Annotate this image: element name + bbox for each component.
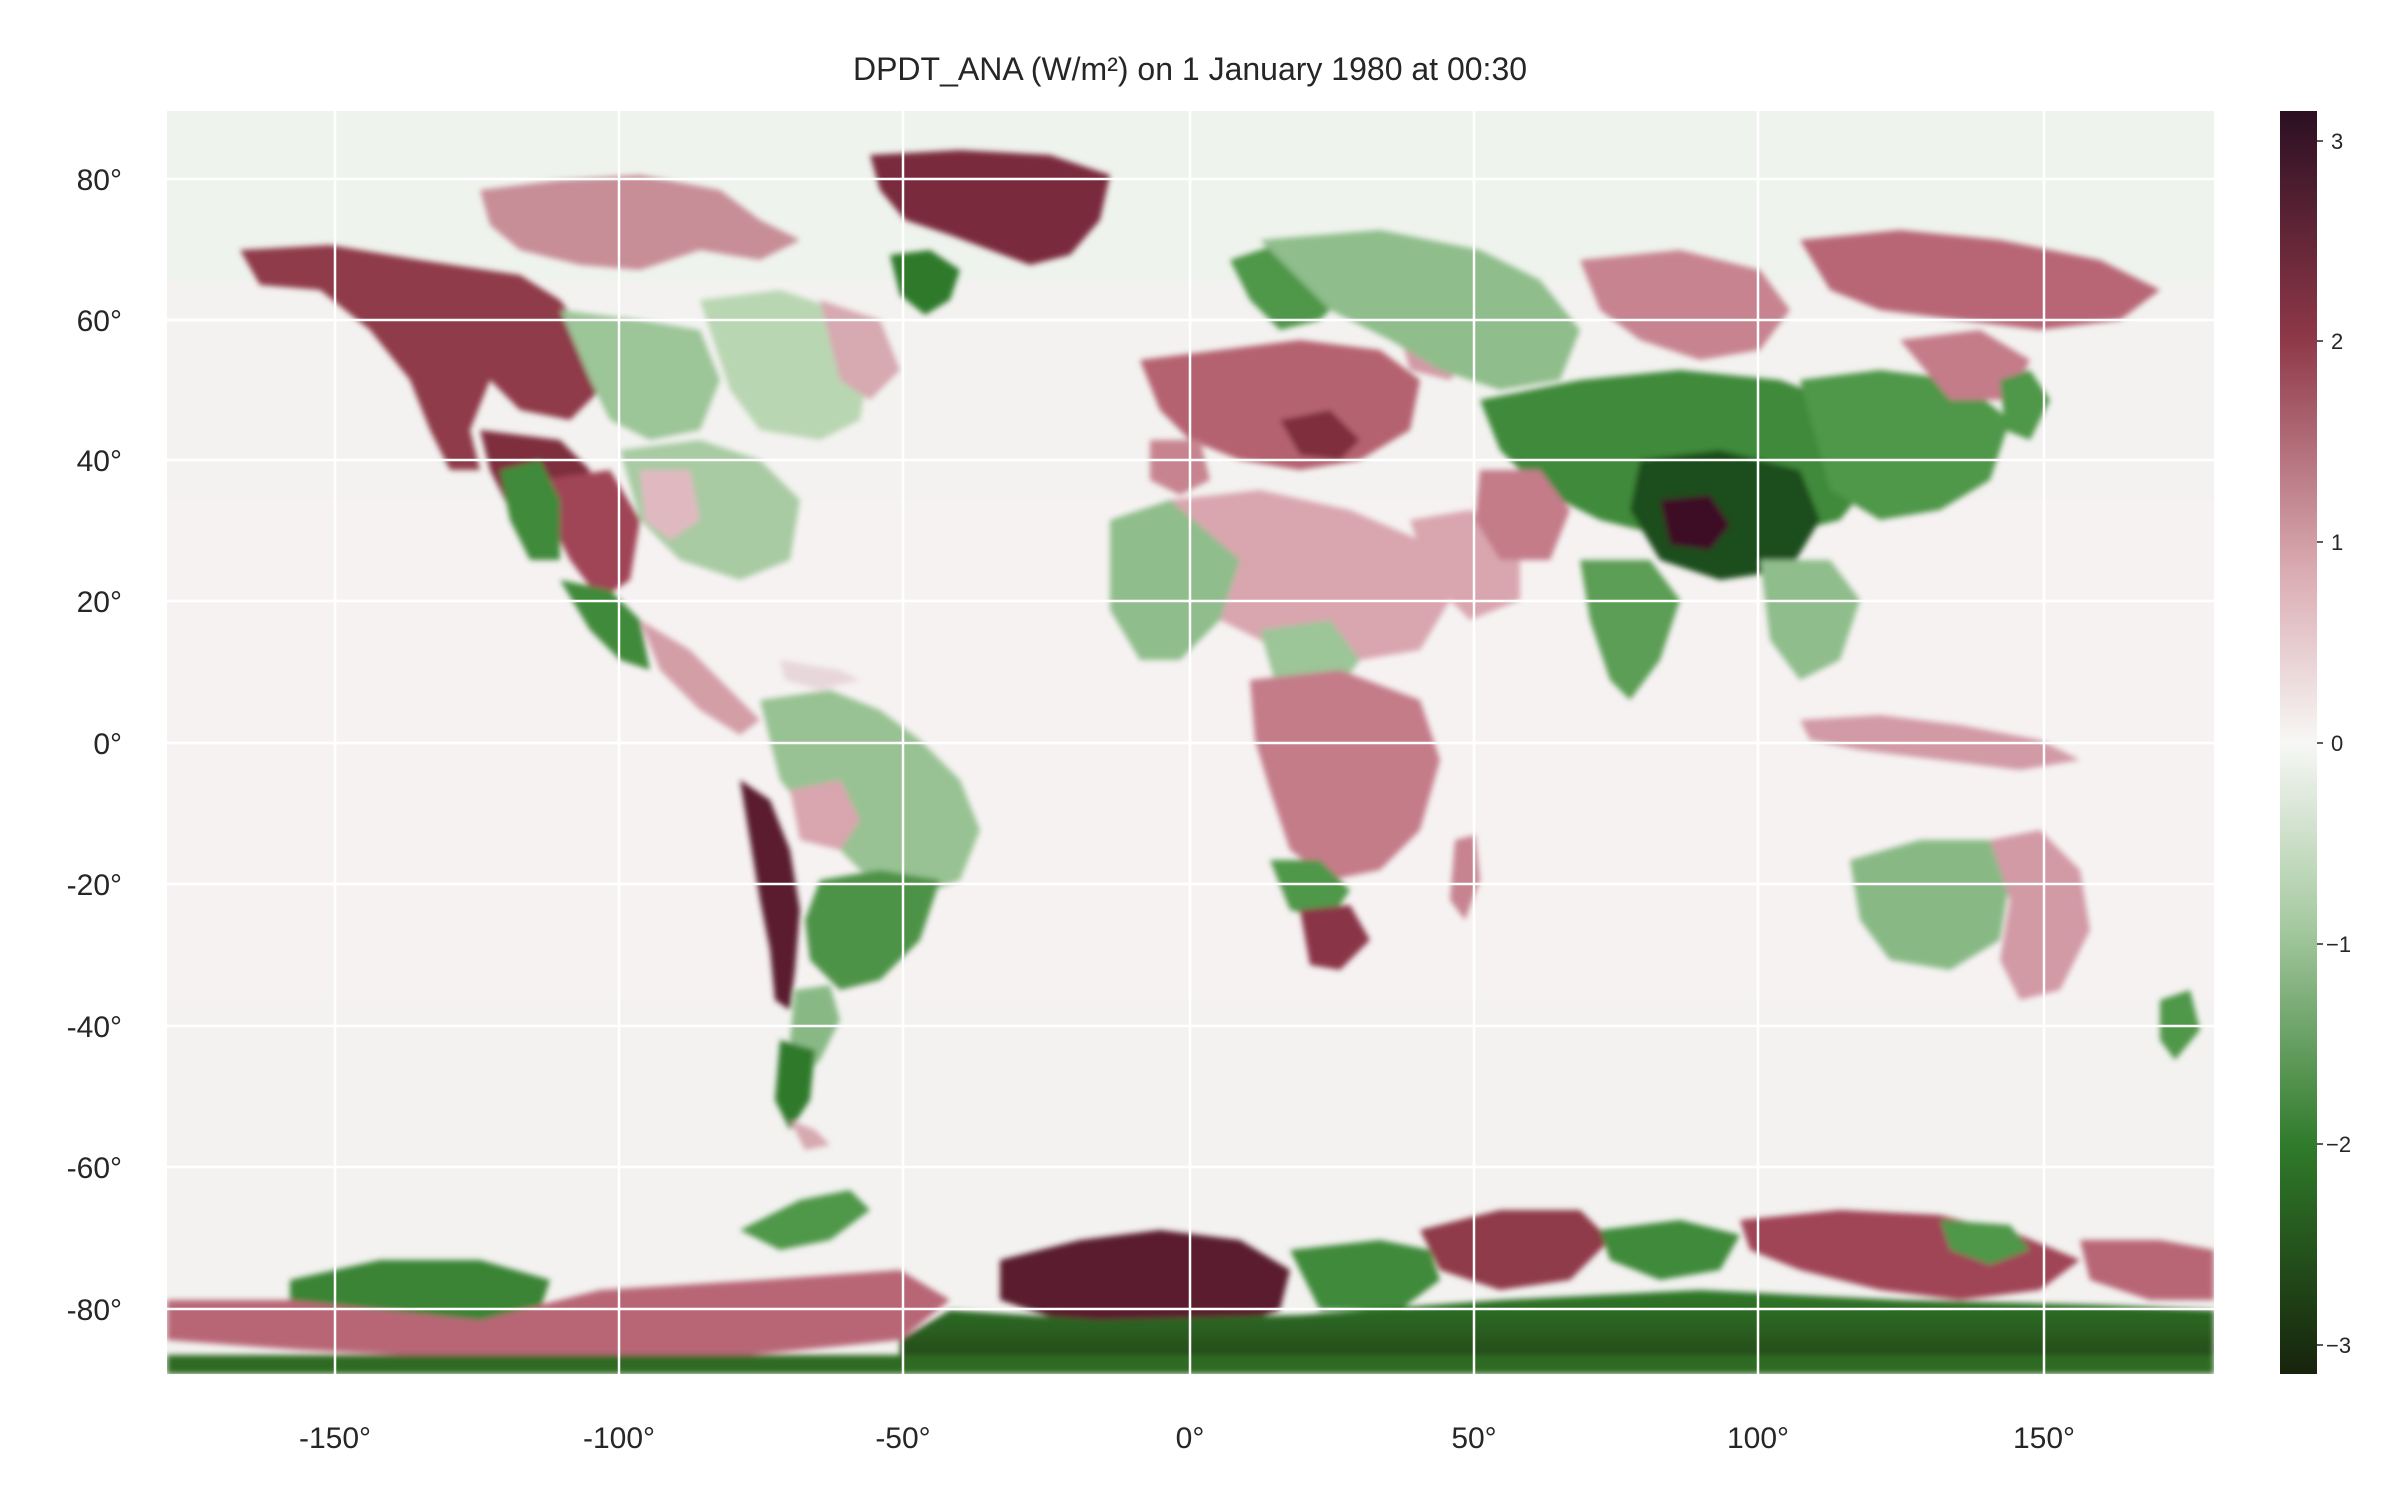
- colorbar-tick-label: 3: [2331, 129, 2343, 154]
- region-us-southwest: [540, 470, 640, 600]
- colorbar-gradient: [2280, 111, 2317, 1374]
- region-south-africa-tip: [1300, 905, 1370, 970]
- colorbar: 3 2 1 0 −1 −2 −3: [2280, 111, 2351, 1374]
- region-kalahari-green: [1270, 860, 1350, 920]
- y-tick-label: 60°: [77, 305, 122, 338]
- region-australia-east: [1990, 830, 2090, 1000]
- colorbar-tick-label: 0: [2331, 731, 2343, 756]
- region-tibet: [1660, 495, 1730, 550]
- region-australia-west: [1850, 840, 2010, 970]
- region-mexico-sierra: [560, 580, 650, 670]
- region-caribbean: [780, 660, 860, 690]
- region-quebec: [820, 300, 900, 400]
- land-fields: [167, 150, 2214, 1374]
- colorbar-tick-label: 1: [2331, 530, 2343, 555]
- region-great-plains-pink: [640, 470, 700, 540]
- x-tick-label: -50°: [875, 1422, 930, 1455]
- region-brazil-south: [805, 870, 940, 990]
- region-siberia-west: [1260, 230, 1580, 390]
- gridlines: [167, 111, 2214, 1374]
- x-tick-label: -150°: [299, 1422, 371, 1455]
- region-canadian-prairies: [560, 310, 720, 440]
- y-tick-label: 80°: [77, 164, 122, 197]
- region-tibet-surround: [1630, 450, 1820, 580]
- region-tierra-del-fuego: [790, 1120, 830, 1150]
- region-antarctica-amery-green: [1600, 1220, 1740, 1280]
- region-antarctica-east: [1000, 1230, 1290, 1330]
- region-alps-balkans: [1280, 410, 1360, 460]
- region-antarctic-peninsula: [740, 1190, 870, 1250]
- region-sahara: [1170, 490, 1450, 660]
- region-siberia-pink: [1580, 250, 1790, 360]
- region-antarctica-west: [167, 1270, 950, 1360]
- y-tick-label: 0°: [93, 728, 122, 761]
- y-tick-label: -80°: [67, 1294, 122, 1327]
- region-antarctica-enderby: [1420, 1210, 1610, 1290]
- region-antarctica-victoria: [2080, 1240, 2214, 1300]
- region-japan: [2000, 370, 2050, 440]
- x-axis-ticks: -150° -100° -50° 0° 50° 100° 150°: [299, 1422, 2075, 1455]
- chart-title: DPDT_ANA (W/m²) on 1 January 1980 at 00:…: [853, 51, 1527, 87]
- region-india: [1580, 560, 1680, 700]
- region-east-siberia: [1800, 230, 2160, 330]
- y-axis-ticks: 80° 60° 40° 20° 0° -20° -40° -60° -80°: [67, 164, 122, 1327]
- y-tick-label: -60°: [67, 1152, 122, 1185]
- region-greenland-south: [890, 250, 960, 315]
- region-canadian-arctic: [480, 175, 800, 270]
- region-central-america: [640, 620, 760, 735]
- region-southeast-asia: [1760, 560, 1860, 680]
- region-manchuria-pink: [1900, 330, 2030, 400]
- region-brazil-highlands-pink: [790, 780, 860, 850]
- x-tick-label: 100°: [1727, 1422, 1789, 1455]
- region-iberia: [1150, 440, 1210, 495]
- x-tick-label: 150°: [2013, 1422, 2075, 1455]
- x-tick-label: 50°: [1451, 1422, 1496, 1455]
- region-andes: [740, 780, 800, 1010]
- y-tick-label: 20°: [77, 586, 122, 619]
- y-tick-label: -20°: [67, 869, 122, 902]
- map-plot-area: [167, 111, 2214, 1374]
- colorbar-tick-label: −2: [2326, 1132, 2351, 1157]
- region-antarctica-interior: [900, 1290, 2214, 1374]
- colorbar-tick-label: −1: [2326, 932, 2351, 957]
- colorbar-tick-label: −3: [2326, 1333, 2351, 1358]
- colorbar-tick-label: 2: [2331, 329, 2343, 354]
- x-tick-label: -100°: [583, 1422, 655, 1455]
- region-china-east: [1800, 370, 2010, 520]
- y-tick-label: -40°: [67, 1011, 122, 1044]
- region-patagonia: [775, 1040, 815, 1130]
- region-antarctica-dml-green: [1290, 1240, 1440, 1310]
- region-madagascar: [1450, 835, 1480, 920]
- x-tick-label: 0°: [1176, 1422, 1205, 1455]
- region-west-africa: [1110, 500, 1240, 660]
- region-antarctica-wilkes-green: [1940, 1220, 2030, 1265]
- region-us-west-green: [500, 460, 560, 560]
- region-southern-africa: [1250, 670, 1440, 880]
- region-canada-pacific-coast: [240, 245, 600, 470]
- y-tick-label: 40°: [77, 445, 122, 478]
- region-iran-pink: [1475, 470, 1570, 560]
